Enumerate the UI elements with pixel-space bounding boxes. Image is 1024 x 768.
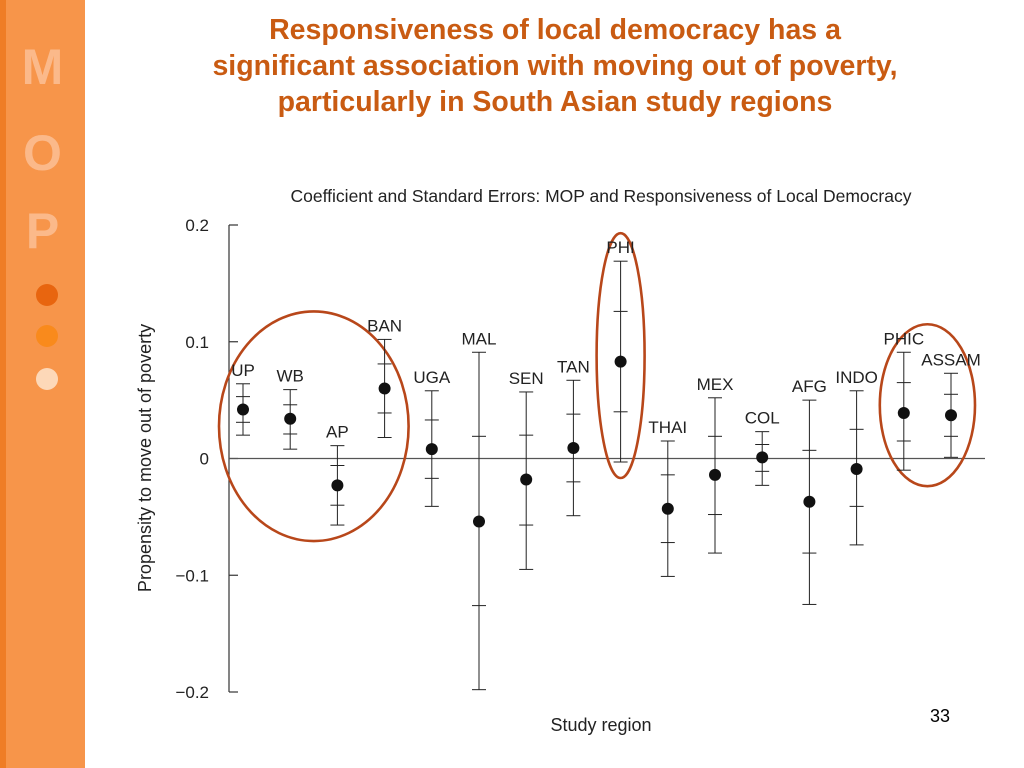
region-label: THAI: [648, 418, 687, 437]
chart-title: Coefficient and Standard Errors: MOP and…: [291, 186, 912, 206]
region-label: MEX: [697, 375, 734, 394]
coefficient-point: [284, 412, 297, 425]
region-label: AFG: [792, 377, 827, 396]
coefficient-point: [378, 382, 391, 395]
y-tick-label: 0.2: [185, 216, 209, 235]
highlight-ellipses: [217, 231, 977, 543]
sidebar-letter-m: M: [21, 39, 64, 95]
coefficient-point: [237, 403, 249, 416]
coefficient-point: [425, 443, 438, 456]
x-axis-label: Study region: [550, 715, 651, 735]
coefficient-point: [897, 406, 910, 419]
sidebar-edge: [0, 0, 6, 768]
region-label: AP: [326, 423, 349, 442]
coefficient-point: [661, 502, 674, 515]
region-label: INDO: [835, 368, 878, 387]
region-label: TAN: [557, 357, 590, 376]
highlight-ellipse: [217, 310, 410, 543]
region-label: UP: [231, 361, 255, 380]
sidebar-band: M O P: [0, 0, 85, 768]
slide-title: Responsiveness of local democracy has a …: [100, 12, 1010, 120]
slide-title-line-2: significant association with moving out …: [212, 50, 898, 82]
region-label: PHIC: [883, 329, 924, 348]
coefficient-point: [756, 451, 769, 464]
coefficient-point: [945, 409, 957, 422]
highlight-ellipse: [878, 322, 977, 488]
region-label: WB: [277, 367, 304, 386]
region-label: COL: [745, 409, 780, 428]
slide-title-line-1: Responsiveness of local democracy has a: [269, 14, 841, 46]
y-tick-label: −0.2: [175, 683, 209, 702]
coefficient-point: [614, 355, 627, 368]
coefficient-point: [567, 441, 580, 454]
coefficient-point: [850, 463, 863, 476]
region-label: PHI: [606, 238, 634, 257]
y-tick-label: −0.1: [175, 566, 209, 585]
coefficient-point: [473, 515, 485, 528]
region-labels-group: UP WB AP BAN UGA MAL SEN TAN PHI THAI MEX COL AFG IND…: [231, 238, 981, 441]
y-tick-label: 0: [200, 450, 209, 469]
page-number: 33: [930, 706, 951, 726]
decorative-dot-1: [36, 284, 58, 306]
y-axis-label: Propensity to move out of poverty: [135, 324, 155, 592]
decorative-dot-3: [36, 368, 58, 390]
decorative-dot-2: [36, 325, 58, 347]
sidebar-letter-o: O: [23, 125, 62, 181]
region-label: MAL: [462, 329, 497, 348]
region-label: UGA: [413, 368, 451, 387]
coefficient-point: [803, 495, 816, 508]
highlight-ellipse: [595, 231, 646, 480]
coefficient-point: [331, 479, 344, 492]
sidebar-letter-p: P: [25, 203, 60, 259]
region-label: BAN: [367, 316, 402, 335]
y-tick-label: 0.1: [185, 333, 209, 352]
region-label: SEN: [509, 369, 544, 388]
error-bars-group: [236, 260, 958, 691]
axes-group: 0.2 0.1 0 −0.1 −0.2: [175, 216, 985, 702]
region-label: ASSAM: [921, 350, 981, 369]
coefficient-point: [520, 473, 533, 486]
slide-title-line-3: particularly in South Asian study region…: [277, 86, 833, 118]
coefficient-point: [709, 468, 721, 481]
